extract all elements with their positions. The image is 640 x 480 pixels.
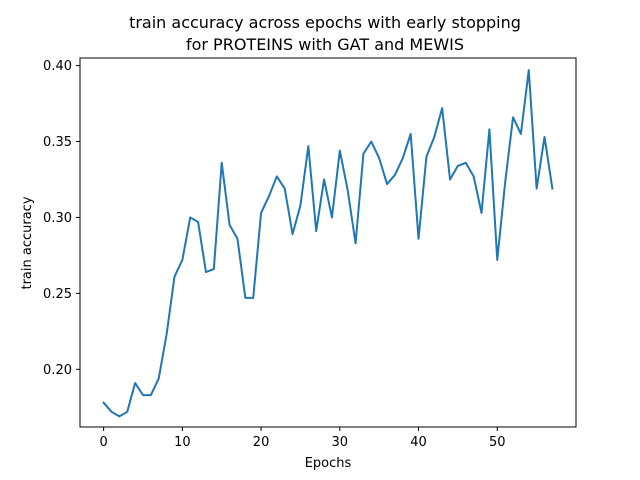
x-tick-label: 40: [410, 435, 427, 450]
y-axis: 0.20 0.25 0.30 0.35 0.40: [43, 59, 80, 378]
y-axis-label: train accuracy: [20, 196, 35, 289]
x-axis-label: Epochs: [305, 456, 352, 471]
chart-title-line-1: train accuracy across epochs with early …: [129, 13, 521, 32]
chart-title-line-2: for PROTEINS with GAT and MEWIS: [186, 35, 464, 54]
x-tick-label: 0: [99, 435, 107, 450]
y-tick-label: 0.25: [43, 287, 72, 302]
x-tick-label: 50: [489, 435, 506, 450]
plot-area: [79, 57, 577, 428]
x-axis: 0 10 20 30 40 50: [99, 427, 506, 450]
plot-frame: [79, 57, 577, 428]
y-tick-label: 0.20: [43, 363, 72, 378]
x-tick-label: 30: [332, 435, 349, 450]
series-line: [102, 69, 554, 418]
x-tick-label: 10: [174, 435, 191, 450]
y-tick-label: 0.35: [43, 135, 72, 150]
y-tick-label: 0.30: [43, 211, 72, 226]
y-tick-label: 0.40: [43, 59, 72, 74]
x-tick-label: 20: [253, 435, 270, 450]
